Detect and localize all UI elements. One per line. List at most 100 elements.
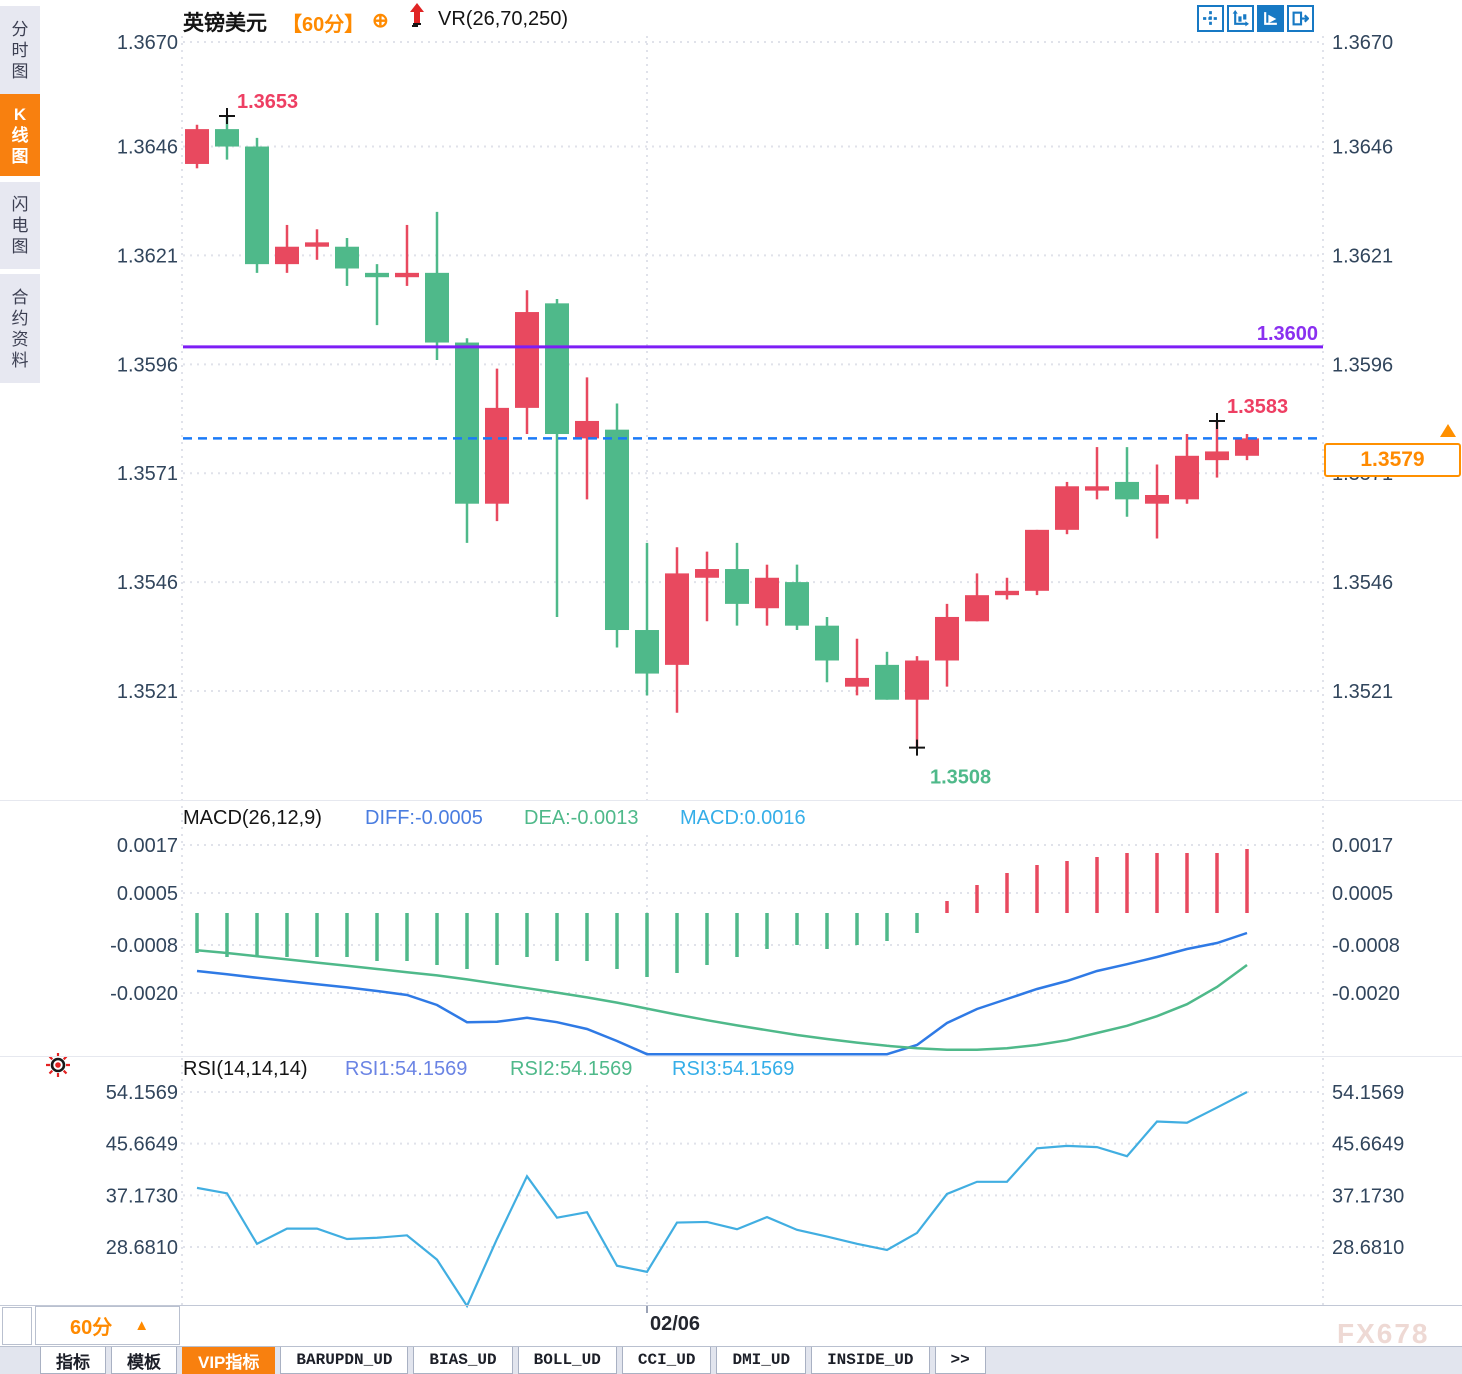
candle-body (875, 664, 899, 700)
price-tick-left: 1.3646 (117, 137, 178, 159)
candle-body (725, 569, 749, 604)
indicator-settings-icon[interactable] (44, 1051, 72, 1079)
sidebar-tab-kline[interactable]: K线图 (0, 94, 40, 176)
candle-body (785, 582, 809, 626)
candle-body (845, 677, 869, 687)
panel-divider (0, 1305, 1462, 1306)
price-tick-left: 1.3596 (117, 354, 178, 376)
candle-body (515, 312, 539, 408)
extreme-marker-icon (909, 739, 925, 756)
candle-body (455, 342, 479, 504)
price-tick-right: 1.3596 (1332, 354, 1393, 376)
sidebar-tab-label: 闪电图 (11, 195, 29, 256)
extreme-price-label: 1.3653 (237, 91, 298, 113)
rsi-tick-left: 37.1730 (106, 1185, 178, 1207)
tab-dmi-ud[interactable]: DMI_UD (716, 1347, 807, 1374)
candle-body (425, 272, 449, 343)
candle-body (245, 146, 269, 265)
rsi-tick-right: 28.6810 (1332, 1237, 1404, 1259)
sidebar-tab-flash[interactable]: 闪电图 (0, 182, 40, 269)
price-up-arrow-icon (1440, 424, 1456, 437)
footer-corner-button[interactable] (2, 1307, 32, 1345)
candle-body (335, 246, 359, 269)
period-selector-label: 60分 (70, 1317, 113, 1339)
candle-body (1085, 486, 1109, 491)
candle-body (695, 569, 719, 578)
axis-scale-icon[interactable] (1227, 5, 1254, 32)
candle-body (665, 573, 689, 665)
candle-body (1145, 494, 1169, 504)
candle-body (1205, 451, 1229, 461)
candle-body (395, 272, 419, 278)
macd-tick-left: 0.0017 (117, 835, 178, 857)
add-indicator-icon[interactable]: ⊕ (372, 10, 389, 32)
candle-body (365, 272, 389, 278)
panel-divider (0, 1056, 1462, 1057)
sidebar-tab-contract-info[interactable]: 合约资料 (0, 274, 40, 383)
rsi-tick-right: 45.6649 (1332, 1134, 1404, 1156)
panel-divider (0, 800, 1462, 801)
last-price-badge: 1.3579 (1324, 443, 1461, 477)
candle-body (545, 303, 569, 435)
macd-tick-right: 0.0005 (1332, 883, 1393, 905)
macd-diff-line (196, 931, 1248, 1056)
indicator-tabbar: 指标 模板 VIP指标 BARUPDN_UD BIAS_UD BOLL_UD C… (0, 1346, 1462, 1374)
candle-body (1175, 455, 1199, 500)
candle-body (605, 429, 629, 631)
tab-templates[interactable]: 模板 (111, 1347, 177, 1374)
price-tick-right: 1.3621 (1332, 245, 1393, 267)
candle-body (485, 407, 509, 504)
sidebar-tab-timeline[interactable]: 分时图 (0, 6, 40, 94)
tab-inside-ud[interactable]: INSIDE_UD (811, 1347, 930, 1374)
extreme-price-label: 1.3583 (1227, 396, 1288, 418)
price-tick-left: 1.3571 (117, 463, 178, 485)
rsi-tick-left: 28.6810 (106, 1237, 178, 1259)
x-axis-date-label: 02/06 (650, 1313, 701, 1335)
macd-tick-right: 0.0017 (1332, 835, 1393, 857)
symbol-title: 英镑美元 (183, 12, 267, 35)
rsi-tick-right: 37.1730 (1332, 1185, 1404, 1207)
macd-hist-value: MACD:0.0016 (680, 807, 806, 829)
candle-body (935, 616, 959, 661)
price-tick-left: 1.3521 (117, 681, 178, 703)
rsi-line (196, 1091, 1248, 1309)
play-scale-icon[interactable] (1257, 5, 1284, 32)
candle-body (755, 577, 779, 609)
macd-tick-left: -0.0008 (110, 935, 178, 957)
rsi-title: RSI(14,14,14) (183, 1058, 308, 1080)
period-selector-button[interactable]: 60分 ▲ (35, 1306, 180, 1345)
up-arrow-icon (410, 3, 424, 27)
sidebar-tab-label: 分时图 (11, 19, 29, 81)
candle-body (1025, 529, 1049, 591)
macd-dea-value: DEA:-0.0013 (524, 807, 639, 829)
macd-tick-right: -0.0008 (1332, 935, 1400, 957)
indicator-title: VR(26,70,250) (438, 8, 569, 30)
tab-indicators[interactable]: 指标 (40, 1347, 106, 1374)
macd-tick-right: -0.0020 (1332, 983, 1400, 1005)
rsi-tick-right: 54.1569 (1332, 1082, 1404, 1104)
sidebar-tab-label: K线图 (11, 104, 29, 166)
period-badge[interactable]: 【60分】 (282, 14, 365, 36)
candle-body (275, 246, 299, 265)
macd-dea-line (196, 948, 1248, 1052)
price-tick-right: 1.3646 (1332, 137, 1393, 159)
tab-barupdn-ud[interactable]: BARUPDN_UD (280, 1347, 409, 1374)
candle-body (815, 625, 839, 661)
chevron-up-icon: ▲ (134, 1317, 150, 1334)
tab-more[interactable]: >> (934, 1347, 986, 1374)
collapse-right-icon[interactable] (1287, 5, 1314, 32)
price-tick-right: 1.3546 (1332, 572, 1393, 594)
extreme-price-label: 1.3508 (930, 767, 991, 789)
watermark: FX678 (1337, 1318, 1430, 1349)
tab-vip-indicators[interactable]: VIP指标 (182, 1347, 276, 1374)
tab-bias-ud[interactable]: BIAS_UD (413, 1347, 513, 1374)
price-tick-right: 1.3521 (1332, 681, 1393, 703)
tab-cci-ud[interactable]: CCI_UD (621, 1347, 712, 1374)
candle-body (1235, 438, 1259, 456)
macd-title: MACD(26,12,9) (183, 807, 322, 829)
tab-boll-ud[interactable]: BOLL_UD (517, 1347, 617, 1374)
rsi-tick-left: 54.1569 (106, 1082, 178, 1104)
crosshair-move-icon[interactable] (1197, 5, 1224, 32)
